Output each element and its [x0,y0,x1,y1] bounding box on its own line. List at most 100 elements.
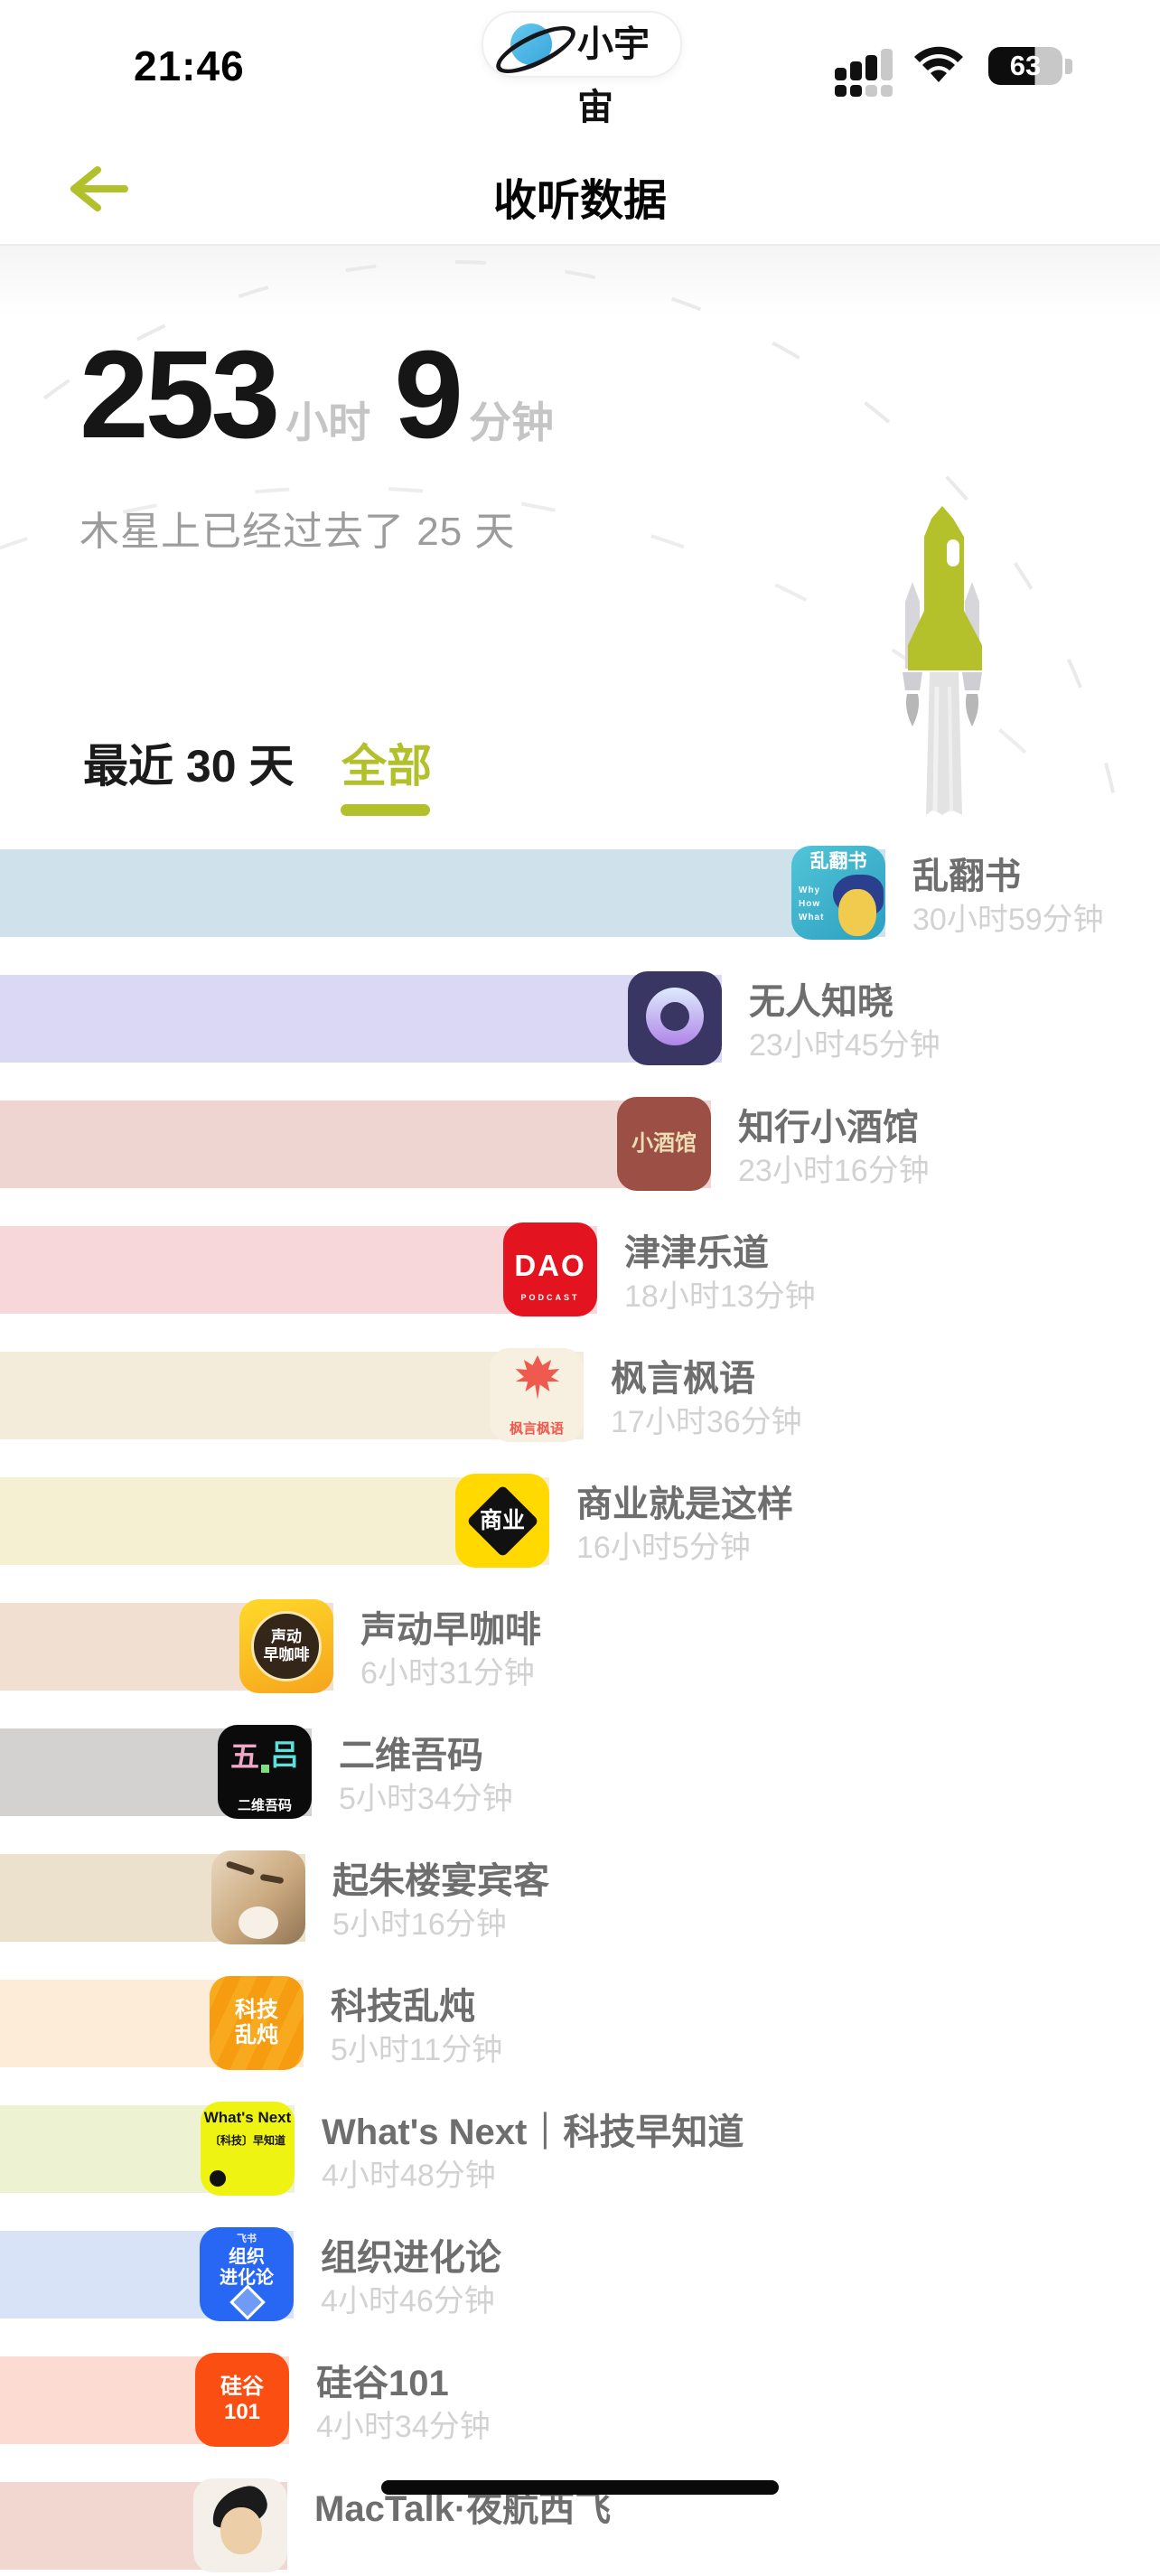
podcast-row[interactable]: DAO PODCAST 津津乐道 18小时13分钟 [0,1222,1160,1320]
active-tab-underline [341,804,430,816]
podcast-name-label: 声动早咖啡 [360,1610,541,1650]
cover-art-decoration [225,1860,256,1876]
cover-title-text: 小酒馆 [631,1131,697,1157]
podcast-name-label: 硅谷101 [316,2364,449,2403]
podcast-cover: 五吕二维吾码 [218,1725,312,1819]
tab-all[interactable]: 全部 [341,741,432,792]
podcast-row[interactable]: 商业 商业就是这样 16小时5分钟 [0,1474,1160,1571]
podcast-cover: 硅谷 101 [195,2353,289,2447]
podcast-name-label: 组织进化论 [321,2238,501,2278]
listening-bar [0,849,885,937]
cover-art-decoration: 五 [230,1740,260,1773]
battery-icon: 63 [988,47,1062,85]
wifi-icon [914,46,963,82]
cover-art-decoration [838,889,876,936]
podcast-duration-label: 5小时34分钟 [339,1782,513,1816]
app-screen: 21:46 小宇宙 63 收听数据 2 [0,11,1160,2572]
cover-title-text: What's Next [203,2109,292,2126]
podcast-duration-label: 4小时34分钟 [316,2410,491,2444]
hours-unit-label: 小时 [285,398,371,446]
podcast-name-label: 起朱楼宴宾客 [332,1861,549,1901]
podcast-row[interactable]: 硅谷 101 硅谷101 4小时34分钟 [0,2353,1160,2450]
podcast-cover [628,971,722,1065]
listening-bar [0,1352,584,1439]
stats-section: 253 小时 9 分钟 木星上已经过去了 25 天 最近 30 天 全部 [0,246,1160,819]
podcast-name-label: 津津乐道 [624,1233,769,1273]
header-divider [0,244,1160,246]
podcast-name-label: 商业就是这样 [576,1485,793,1524]
podcast-cover: 商业 [455,1474,549,1568]
podcast-cover: 飞书 组织 进化论 [200,2227,294,2321]
podcast-row[interactable]: 无人知晓 23小时45分钟 [0,971,1160,1069]
cover-subtitle-text: PODCAST [520,1293,580,1302]
cover-title-text: 乱翻书 [809,851,867,872]
podcast-cover: 乱翻书 Why How What [791,846,885,940]
cover-title-text: DAO [514,1249,586,1283]
cover-title-text: 组织 进化论 [220,2247,274,2288]
podcast-duration-label: 4小时46分钟 [321,2284,495,2318]
battery-nub-icon [1065,59,1072,74]
podcast-row[interactable]: 科技 乱炖 科技乱炖 5小时11分钟 [0,1976,1160,2074]
cover-title-text: 声动 早咖啡 [263,1628,310,1663]
podcast-row[interactable]: 小酒馆 知行小酒馆 23小时16分钟 [0,1097,1160,1194]
listening-bar [0,975,722,1063]
total-listening-time: 253 小时 9 分钟 [80,333,554,457]
status-time: 21:46 [134,42,245,89]
cover-title-text: 科技 乱炖 [235,1998,278,2047]
podcast-row[interactable]: 飞书 组织 进化论 组织进化论 4小时46分钟 [0,2227,1160,2325]
back-arrow-icon[interactable] [61,161,137,217]
podcast-row[interactable]: 起朱楼宴宾客 5小时16分钟 [0,1850,1160,1948]
cover-art-decoration [251,1611,322,1681]
cover-art-decoration: 飞书 [237,2234,257,2244]
battery-percent: 63 [1009,50,1042,81]
cellular-signal-icon [835,45,898,97]
cover-subtitle-text: Why How What [799,885,825,923]
podcast-name-label: What's Next｜科技早知道 [322,2112,744,2152]
fun-fact-subtitle: 木星上已经过去了 25 天 [80,510,516,554]
planet-logo-icon [510,23,552,65]
podcast-cover [211,1850,305,1944]
cover-art-decoration [220,2507,262,2554]
podcast-name-label: 枫言枫语 [611,1359,755,1399]
podcast-name-label: 无人知晓 [749,982,893,1022]
podcast-duration-label: 5小时16分钟 [332,1907,507,1942]
podcast-duration-label: 23小时16分钟 [738,1154,930,1188]
total-minutes: 9 [394,325,463,464]
minutes-unit-label: 分钟 [469,398,554,446]
cover-title-text: 商业 [479,1507,525,1533]
app-pill-label: 小宇宙 [577,24,650,127]
app-pill[interactable]: 小宇宙 [482,11,682,127]
cover-subtitle-text: 〔科技〕早知道 [209,2134,285,2147]
podcast-row[interactable]: 枫言枫语 枫言枫语 17小时36分钟 [0,1348,1160,1446]
podcast-duration-label: 30小时59分钟 [912,903,1104,937]
podcast-row[interactable]: What's Next 〔科技〕早知道 What's Next｜科技早知道 4小时48… [0,2102,1160,2199]
podcast-duration-label: 5小时11分钟 [331,2033,503,2067]
cover-art-decoration: 吕 [269,1738,299,1771]
cover-title-text: 枫言枫语 [509,1420,564,1437]
tab-recent-30-days[interactable]: 最近 30 天 [83,741,295,792]
cover-title-text: 二维吾码 [237,1797,292,1813]
cover-art-decoration [261,1765,269,1773]
podcast-duration-label: 18小时13分钟 [624,1279,816,1314]
rocket-illustration [903,506,982,815]
podcast-row[interactable]: 五吕二维吾码 二维吾码 5小时34分钟 [0,1725,1160,1822]
podcast-name-label: 二维吾码 [339,1736,483,1775]
podcast-duration-label: 23小时45分钟 [749,1028,940,1063]
listening-bar [0,1226,597,1314]
podcast-duration-label: 16小时5分钟 [576,1531,751,1565]
podcast-duration-label: 4小时48分钟 [322,2159,496,2193]
cover-art-decoration [259,1873,285,1885]
podcast-row[interactable]: 乱翻书 Why How What 乱翻书 30小时59分钟 [0,846,1160,943]
podcast-cover: 声动 早咖啡 [239,1599,333,1693]
home-indicator[interactable] [381,2480,779,2495]
total-hours: 253 [80,325,280,464]
podcast-name-label: 知行小酒馆 [738,1108,919,1147]
podcast-cover [193,2478,287,2572]
podcast-cover: 科技 乱炖 [210,1976,304,2070]
podcast-cover: 小酒馆 [617,1097,711,1191]
podcast-row[interactable]: 声动 早咖啡 声动早咖啡 6小时31分钟 [0,1599,1160,1697]
podcast-cover: 枫言枫语 [490,1348,584,1442]
podcast-cover: DAO PODCAST [503,1222,597,1316]
page-title: 收听数据 [492,177,667,225]
cover-title-text: 硅谷 101 [220,2375,264,2424]
